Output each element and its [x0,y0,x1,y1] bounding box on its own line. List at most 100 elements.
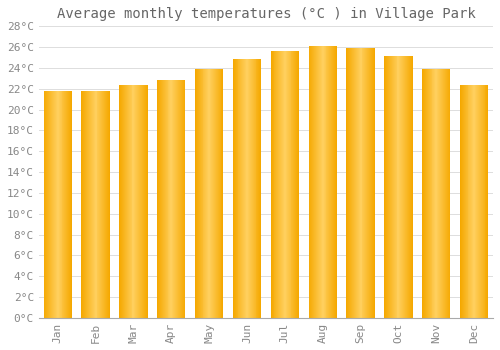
Bar [463,85,464,318]
Bar [428,69,430,318]
Bar [477,85,478,318]
Bar [234,58,236,318]
Bar [126,85,127,318]
Bar [104,91,105,318]
Bar [50,91,51,318]
Bar [386,56,387,318]
Bar [145,85,146,318]
Bar [312,46,313,318]
Bar [211,69,212,318]
Bar [122,85,123,318]
Bar [260,58,261,318]
Bar [82,91,84,318]
Bar [406,56,407,318]
Bar [244,58,245,318]
Bar [238,58,240,318]
Bar [51,91,52,318]
Bar [348,48,349,318]
Bar [475,85,476,318]
Bar [298,51,299,318]
Bar [373,48,374,318]
Bar [128,85,130,318]
Bar [282,51,283,318]
Bar [106,91,107,318]
Bar [166,80,168,318]
Bar [174,80,175,318]
Bar [208,69,209,318]
Bar [87,91,88,318]
Bar [484,85,486,318]
Bar [297,51,298,318]
Bar [178,80,179,318]
Bar [292,51,294,318]
Bar [445,69,446,318]
Bar [88,91,89,318]
Bar [407,56,408,318]
Bar [351,48,352,318]
Bar [214,69,215,318]
Bar [324,46,326,318]
Bar [287,51,288,318]
Bar [212,69,213,318]
Bar [202,69,203,318]
Bar [123,85,124,318]
Bar [479,85,480,318]
Bar [326,46,328,318]
Bar [356,48,357,318]
Bar [254,58,256,318]
Bar [436,69,437,318]
Bar [196,69,197,318]
Bar [242,58,243,318]
Bar [233,58,234,318]
Bar [53,91,54,318]
Bar [437,69,438,318]
Bar [220,69,222,318]
Bar [163,80,164,318]
Bar [240,58,242,318]
Bar [179,80,180,318]
Bar [69,91,70,318]
Bar [346,48,348,318]
Bar [294,51,296,318]
Bar [330,46,331,318]
Bar [400,56,402,318]
Bar [215,69,216,318]
Bar [125,85,126,318]
Bar [172,80,173,318]
Bar [236,58,238,318]
Bar [288,51,290,318]
Bar [55,91,56,318]
Bar [164,80,166,318]
Bar [290,51,292,318]
Bar [85,91,86,318]
Bar [443,69,444,318]
Bar [368,48,369,318]
Bar [315,46,316,318]
Bar [48,91,49,318]
Bar [162,80,163,318]
Bar [460,85,461,318]
Bar [132,85,134,318]
Bar [159,80,160,318]
Bar [362,48,364,318]
Bar [141,85,142,318]
Bar [405,56,406,318]
Bar [482,85,484,318]
Bar [280,51,281,318]
Bar [357,48,358,318]
Bar [195,69,196,318]
Bar [464,85,466,318]
Bar [473,85,474,318]
Bar [218,69,220,318]
Bar [310,46,312,318]
Bar [146,85,148,318]
Bar [71,91,72,318]
Bar [127,85,128,318]
Bar [408,56,409,318]
Bar [388,56,389,318]
Bar [427,69,428,318]
Bar [86,91,87,318]
Bar [422,69,423,318]
Bar [448,69,450,318]
Bar [119,85,120,318]
